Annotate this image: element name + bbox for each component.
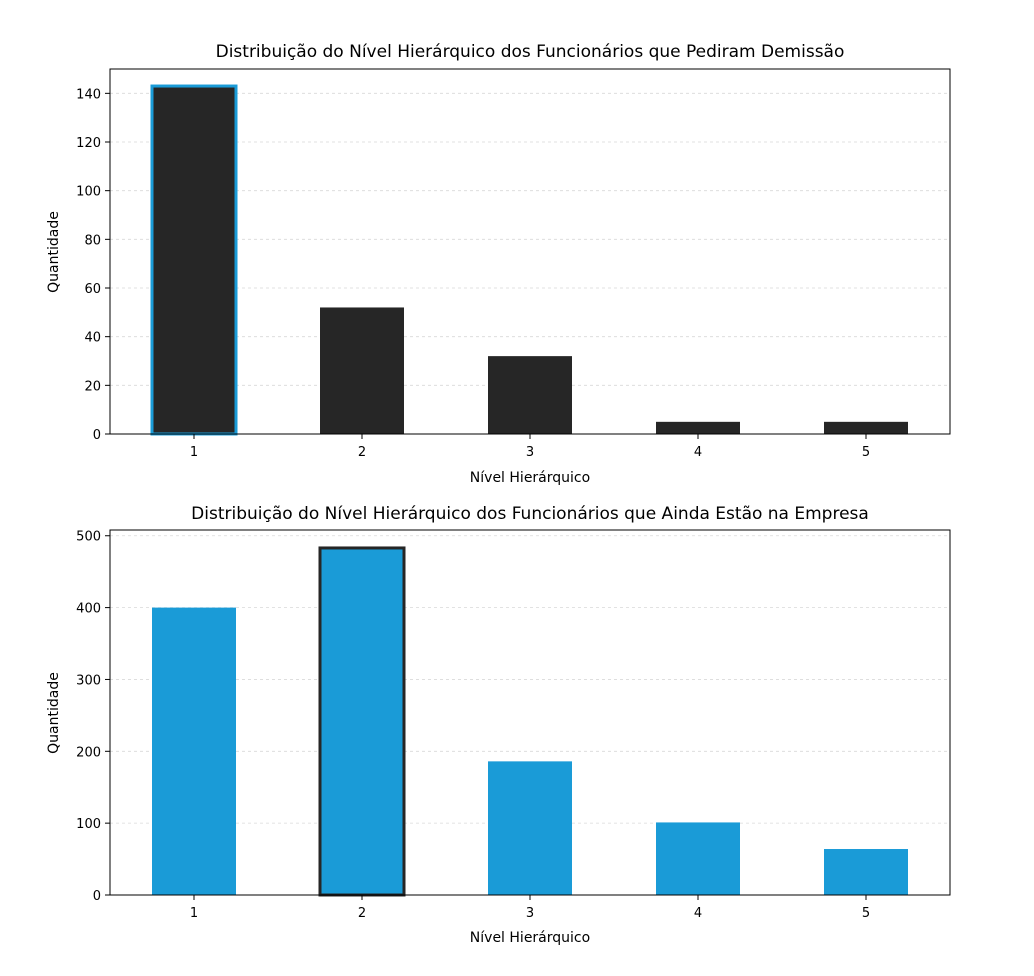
y-tick-label: 20 — [84, 379, 101, 394]
x-tick-label: 2 — [358, 445, 366, 460]
y-axis-label: Quantidade — [46, 211, 62, 293]
y-tick-label: 200 — [76, 745, 101, 760]
y-axis-label: Quantidade — [46, 672, 62, 754]
plot-area: 0 20 40 60 80 100 120 140 1 2 3 4 5 — [76, 68, 951, 460]
bar-3 — [488, 356, 572, 434]
y-tick-label: 60 — [84, 282, 101, 297]
bar-1 — [152, 607, 236, 895]
bar-4 — [656, 822, 740, 895]
x-tick-label: 2 — [358, 906, 366, 921]
y-tick-label: 0 — [93, 428, 101, 443]
y-tick-label: 400 — [76, 602, 101, 617]
y-tick-label: 300 — [76, 673, 101, 688]
x-tick-label: 3 — [526, 906, 534, 921]
y-tick-label: 100 — [76, 185, 101, 200]
x-tick-label: 4 — [694, 445, 702, 460]
bar-2 — [320, 307, 404, 434]
bar-5 — [824, 849, 908, 895]
x-tick-label: 1 — [190, 445, 198, 460]
x-tick-label: 4 — [694, 906, 702, 921]
chart-resigned: Distribuição do Nível Hierárquico dos Fu… — [46, 42, 951, 486]
chart-title: Distribuição do Nível Hierárquico dos Fu… — [191, 504, 869, 524]
x-tick-label: 1 — [190, 906, 198, 921]
chart-active: Distribuição do Nível Hierárquico dos Fu… — [46, 504, 951, 946]
bar-2 — [318, 546, 406, 897]
bar-1 — [150, 84, 238, 436]
plot-area: 0 100 200 300 400 500 1 2 3 4 5 — [76, 529, 951, 921]
y-tick-label: 0 — [93, 889, 101, 904]
y-tick-label: 140 — [76, 87, 101, 102]
y-tick-label: 500 — [76, 530, 101, 545]
x-tick-label: 3 — [526, 445, 534, 460]
chart-title: Distribuição do Nível Hierárquico dos Fu… — [216, 42, 845, 62]
y-tick-label: 120 — [76, 136, 101, 151]
bar-3 — [488, 761, 572, 895]
x-axis-label: Nível Hierárquico — [470, 470, 590, 486]
y-tick-label: 80 — [84, 233, 101, 248]
y-tick-label: 100 — [76, 817, 101, 832]
bar-4 — [656, 421, 740, 434]
x-tick-label: 5 — [862, 906, 870, 921]
y-tick-label: 40 — [84, 331, 101, 346]
x-axis-label: Nível Hierárquico — [470, 930, 590, 946]
x-tick-label: 5 — [862, 445, 870, 460]
bar-5 — [824, 421, 908, 434]
